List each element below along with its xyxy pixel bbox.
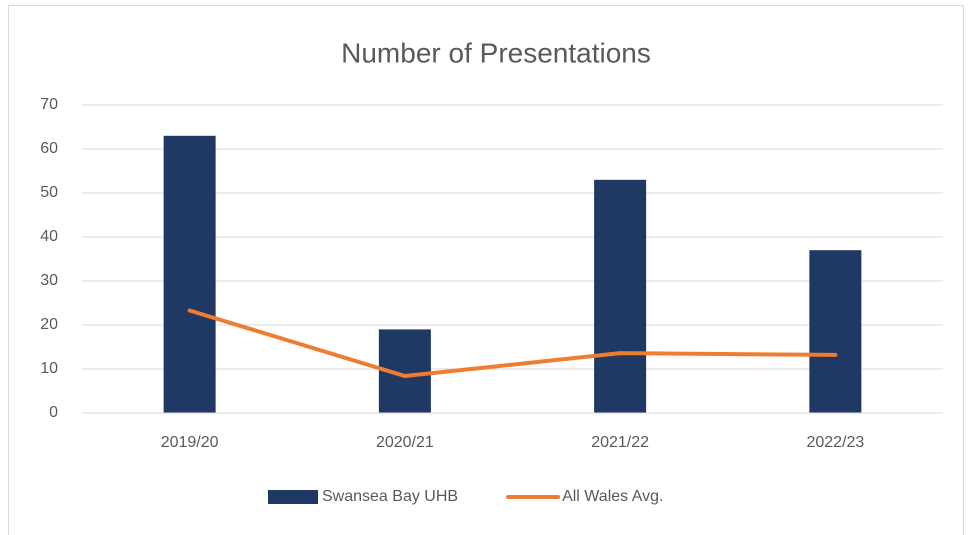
legend-label: Swansea Bay UHB [322, 488, 458, 505]
y-tick-label: 20 [40, 316, 58, 333]
legend-label: All Wales Avg. [562, 488, 663, 505]
y-tick-label: 60 [40, 140, 58, 157]
y-tick-label: 0 [49, 404, 58, 421]
x-tick-label: 2022/23 [806, 434, 864, 451]
y-tick-label: 30 [40, 272, 58, 289]
y-tick-label: 70 [40, 96, 58, 113]
line [187, 308, 838, 379]
bar [163, 135, 216, 414]
legend-swatch [268, 490, 318, 504]
y-tick-label: 10 [40, 360, 58, 377]
y-tick-label: 50 [40, 184, 58, 201]
x-tick-label: 2021/22 [591, 434, 649, 451]
x-tick-label: 2019/20 [161, 434, 219, 451]
x-tick-label: 2020/21 [376, 434, 434, 451]
chart-title: Number of Presentations [341, 37, 651, 68]
y-tick-label: 40 [40, 228, 58, 245]
bar [809, 250, 862, 413]
bar [594, 179, 647, 413]
